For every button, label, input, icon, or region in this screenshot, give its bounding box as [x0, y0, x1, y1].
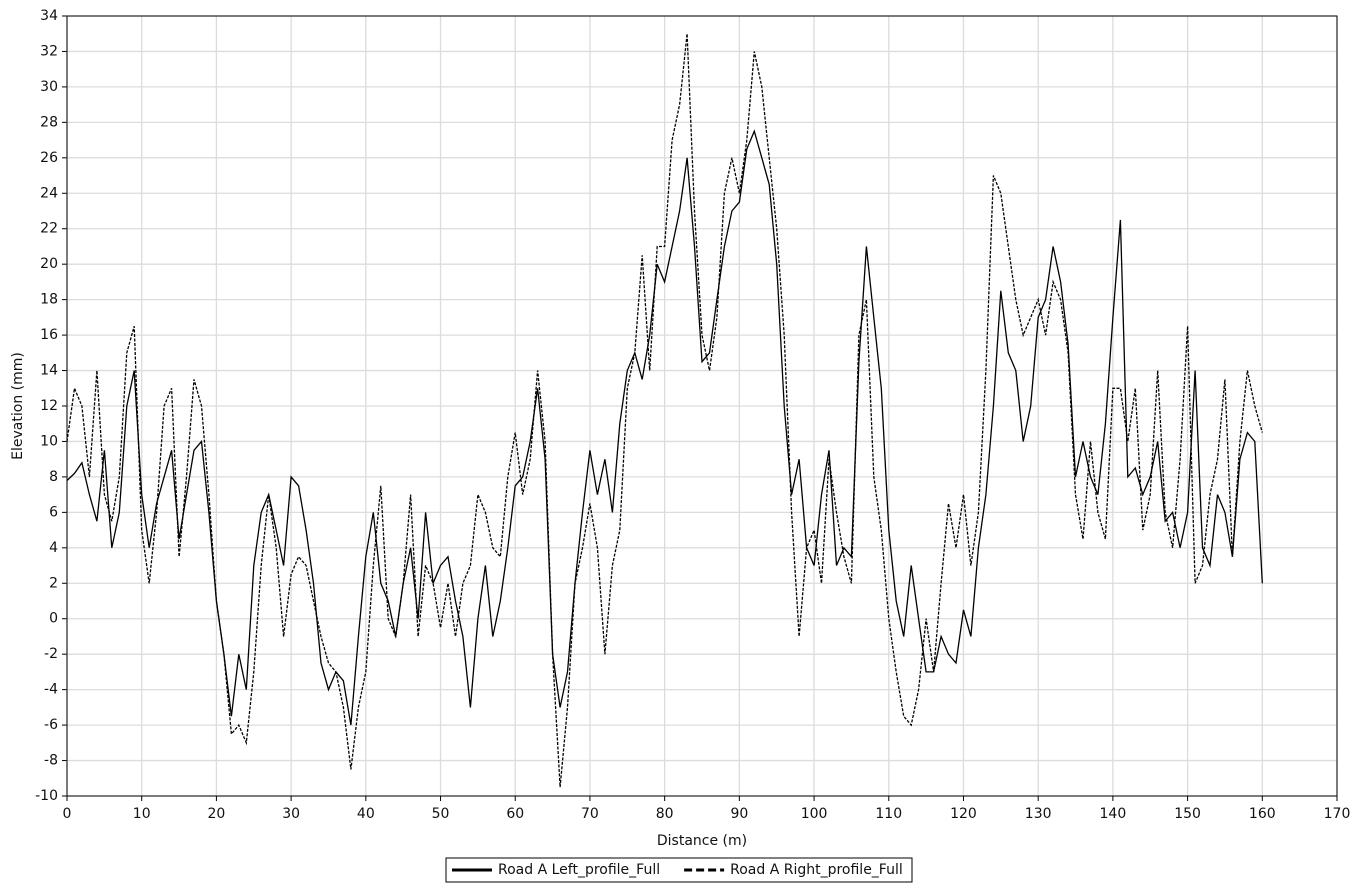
y-tick-label: -2 — [44, 646, 58, 662]
y-tick-label: 24 — [40, 185, 58, 201]
x-tick-label: 150 — [1174, 806, 1201, 822]
x-tick-label: 20 — [207, 806, 225, 822]
x-tick-label: 120 — [950, 806, 977, 822]
y-tick-label: 12 — [40, 398, 58, 414]
y-axis-title: Elevation (mm) — [10, 352, 26, 460]
y-tick-label: 34 — [40, 8, 58, 24]
y-tick-label: -4 — [44, 682, 58, 698]
y-tick-label: -6 — [44, 717, 58, 733]
y-tick-label: 0 — [49, 611, 58, 627]
x-tick-label: 70 — [581, 806, 599, 822]
series-line — [66, 129, 1263, 726]
y-tick-label: 14 — [40, 363, 58, 379]
y-tick-label: 20 — [40, 256, 58, 272]
y-tick-label: 6 — [49, 504, 58, 520]
y-tick-label: 8 — [49, 469, 58, 485]
y-tick-label: -8 — [44, 753, 58, 769]
legend-label: Road A Left_profile_Full — [498, 862, 660, 878]
y-tick-label: 16 — [40, 327, 58, 343]
x-tick-label: 130 — [1025, 806, 1052, 822]
x-tick-label: 140 — [1100, 806, 1127, 822]
x-tick-label: 80 — [656, 806, 674, 822]
y-tick-label: 4 — [49, 540, 58, 556]
y-tick-label: 10 — [40, 433, 58, 449]
x-tick-label: 60 — [506, 806, 524, 822]
y-tick-label: 22 — [40, 221, 58, 237]
x-tick-label: 100 — [801, 806, 828, 822]
y-tick-label: 32 — [40, 43, 58, 59]
y-tick-label: -10 — [35, 788, 58, 804]
y-tick-label: 28 — [40, 114, 58, 130]
y-tick-label: 30 — [40, 79, 58, 95]
y-tick-label: 18 — [40, 292, 58, 308]
x-tick-label: 90 — [730, 806, 748, 822]
x-tick-label: 160 — [1249, 806, 1276, 822]
y-tick-label: 2 — [49, 575, 58, 591]
series-line — [66, 33, 1263, 788]
x-tick-label: 110 — [875, 806, 902, 822]
legend-box — [445, 857, 913, 883]
x-tick-label: 50 — [432, 806, 450, 822]
x-tick-label: 30 — [282, 806, 300, 822]
x-axis-title: Distance (m) — [657, 833, 747, 849]
x-tick-label: 10 — [133, 806, 151, 822]
x-tick-label: 40 — [357, 806, 375, 822]
x-tick-label: 0 — [63, 806, 72, 822]
legend-label: Road A Right_profile_Full — [730, 862, 903, 878]
x-tick-label: 170 — [1324, 806, 1351, 822]
y-tick-label: 26 — [40, 150, 58, 166]
plot-frame — [66, 15, 1338, 797]
